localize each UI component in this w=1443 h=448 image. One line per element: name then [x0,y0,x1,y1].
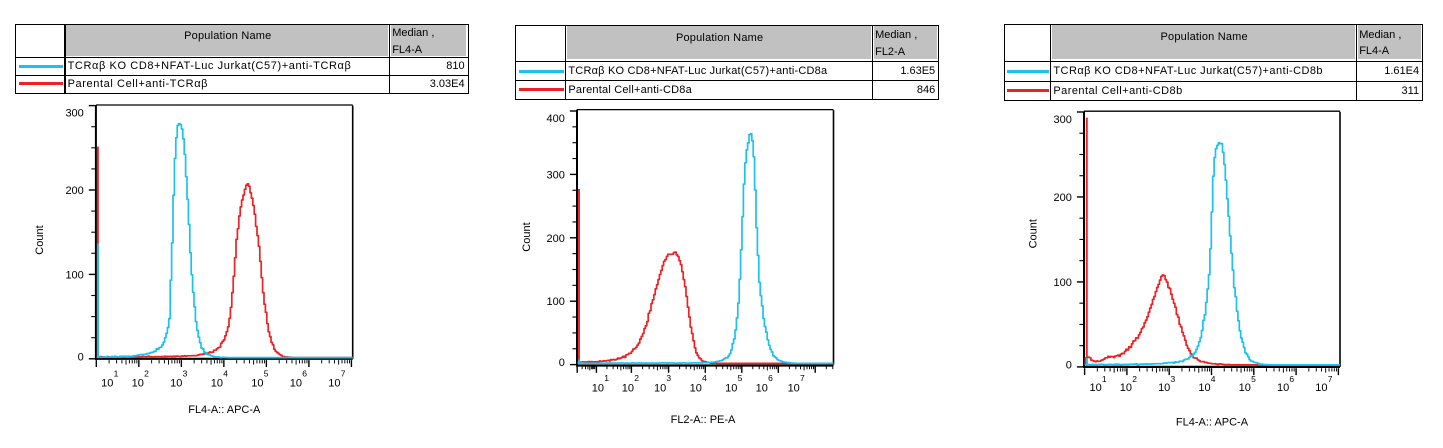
svg-text:10: 10 [622,383,634,395]
svg-text:FL2-A:: PE-A: FL2-A:: PE-A [671,414,736,426]
svg-text:Count: Count [34,225,46,254]
svg-text:FL4-A:: APC-A: FL4-A:: APC-A [188,404,261,416]
svg-text:10: 10 [1158,382,1170,394]
svg-text:3: 3 [666,373,671,383]
svg-text:10: 10 [132,378,144,390]
svg-text:400: 400 [547,113,565,125]
svg-text:2: 2 [634,373,639,383]
svg-text:10: 10 [290,378,302,390]
svg-text:10: 10 [1277,382,1289,394]
svg-text:0: 0 [78,351,84,363]
svg-text:10: 10 [101,378,113,390]
svg-text:3: 3 [1171,374,1176,384]
svg-text:0: 0 [1066,360,1072,372]
svg-text:6: 6 [302,369,307,379]
svg-text:100: 100 [65,269,83,281]
svg-text:10: 10 [1198,382,1210,394]
svg-text:Count: Count [521,222,533,251]
svg-text:10: 10 [328,378,340,390]
svg-text:300: 300 [65,108,83,120]
svg-text:7: 7 [1328,374,1333,384]
svg-text:10: 10 [654,383,666,395]
svg-text:3: 3 [183,369,188,379]
svg-text:5: 5 [264,369,269,379]
svg-text:2: 2 [1132,374,1137,384]
svg-text:200: 200 [1054,192,1072,204]
svg-text:0: 0 [559,357,565,369]
svg-text:10: 10 [1120,382,1132,394]
svg-text:Count: Count [1027,219,1039,248]
svg-text:4: 4 [702,373,707,383]
svg-text:10: 10 [1089,382,1101,394]
svg-text:7: 7 [341,369,346,379]
svg-text:1: 1 [1102,374,1107,384]
svg-text:10: 10 [170,378,182,390]
svg-text:200: 200 [65,185,83,197]
svg-text:7: 7 [800,373,805,383]
svg-text:200: 200 [547,233,565,245]
svg-text:4: 4 [223,369,228,379]
svg-text:5: 5 [1251,374,1256,384]
svg-text:5: 5 [738,373,743,383]
svg-text:10: 10 [592,383,604,395]
svg-text:6: 6 [1289,374,1294,384]
svg-text:100: 100 [1054,277,1072,289]
svg-text:300: 300 [547,169,565,181]
svg-text:10: 10 [211,378,223,390]
svg-text:300: 300 [1054,114,1072,126]
svg-text:100: 100 [547,296,565,308]
svg-text:FL4-A:: APC-A: FL4-A:: APC-A [1176,417,1249,429]
svg-text:10: 10 [690,383,702,395]
svg-text:10: 10 [1315,382,1327,394]
svg-text:1: 1 [604,373,609,383]
svg-text:10: 10 [756,383,768,395]
svg-text:10: 10 [725,383,737,395]
svg-text:10: 10 [251,378,263,390]
svg-text:6: 6 [768,373,773,383]
svg-text:4: 4 [1211,374,1216,384]
svg-text:10: 10 [788,383,800,395]
svg-text:10: 10 [1239,382,1251,394]
svg-text:2: 2 [144,369,149,379]
svg-text:1: 1 [114,369,119,379]
